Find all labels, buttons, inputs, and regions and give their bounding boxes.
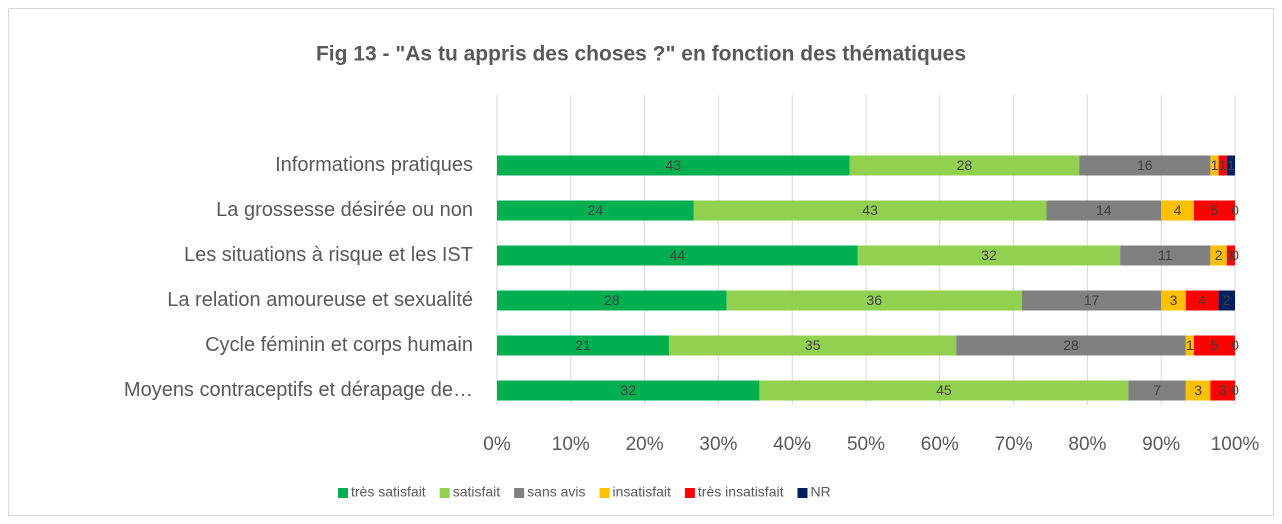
legend-swatch (439, 488, 450, 498)
bar-segment (1218, 290, 1235, 311)
bar-segment (726, 290, 1022, 311)
data-label: 5 (1211, 337, 1219, 353)
data-label: 43 (666, 157, 682, 173)
legend-swatch (599, 488, 610, 498)
bar-segment (849, 155, 1080, 176)
data-label: 28 (1063, 337, 1079, 353)
data-label: 32 (981, 247, 997, 263)
bar-segment (1218, 155, 1227, 176)
bar-segment (497, 290, 727, 311)
x-tick-label: 70% (995, 434, 1033, 455)
bar-segment (1161, 200, 1194, 221)
data-label: 3 (1194, 382, 1202, 398)
legend-label: NR (810, 484, 830, 500)
bar-segment (1021, 290, 1162, 311)
x-tick-label: 20% (626, 434, 664, 455)
data-label: 16 (1137, 157, 1153, 173)
data-label: 7 (1153, 382, 1161, 398)
bar-segment (1226, 245, 1235, 266)
bar-segment (759, 380, 1129, 401)
x-tick-label: 10% (552, 434, 590, 455)
bar-segment (1194, 200, 1235, 221)
x-tick-label: 80% (1068, 434, 1106, 455)
data-label: 1 (1227, 157, 1235, 173)
data-label: 28 (957, 157, 973, 173)
y-tick-label: Cycle féminin et corps humain (205, 334, 473, 356)
bar-segment (1210, 155, 1219, 176)
bar-segment (497, 335, 670, 356)
data-label: 32 (620, 382, 636, 398)
data-label: 0 (1231, 247, 1239, 263)
data-label: 21 (575, 337, 591, 353)
bar-segment (1226, 155, 1235, 176)
data-label: 1 (1227, 247, 1235, 263)
data-label: 14 (1096, 202, 1112, 218)
data-label: 0 (1231, 382, 1239, 398)
bar-segment (1185, 335, 1194, 356)
legend-label: sans avis (527, 484, 585, 500)
legend-label: très insatisfait (698, 484, 784, 500)
legend-label: satisfait (453, 484, 501, 500)
chart-title: Fig 13 - "As tu appris des choses ?" en … (316, 43, 966, 66)
bar-segment (857, 245, 1121, 266)
bar-segment (497, 155, 850, 176)
data-label: 17 (1084, 292, 1100, 308)
legend-swatch (338, 488, 348, 498)
bar-segment (497, 380, 760, 401)
x-tick-label: 100% (1211, 434, 1260, 455)
bar-segment (1120, 245, 1211, 266)
data-label: 1 (1219, 157, 1227, 173)
data-label: 2 (1215, 247, 1223, 263)
data-label: 3 (1219, 382, 1227, 398)
bar-segment (1185, 290, 1219, 311)
x-tick-label: 90% (1142, 434, 1180, 455)
data-label: 44 (670, 247, 686, 263)
data-label: 4 (1174, 202, 1182, 218)
y-tick-label: Informations pratiques (275, 154, 473, 176)
x-tick-label: 60% (921, 434, 959, 455)
data-label: 36 (866, 292, 882, 308)
bar-segment (1194, 335, 1235, 356)
x-tick-label: 30% (699, 434, 737, 455)
legend-swatch (514, 488, 525, 498)
data-label: 0 (1231, 202, 1239, 218)
data-label: 1 (1211, 157, 1219, 173)
data-label: 2 (1223, 292, 1231, 308)
bar-segment (669, 335, 957, 356)
data-label: 5 (1211, 202, 1219, 218)
bar-segment (497, 245, 858, 266)
bar-segment (956, 335, 1186, 356)
data-label: 45 (936, 382, 952, 398)
y-tick-label: Moyens contraceptifs et dérapage de… (124, 379, 473, 401)
legend-label: très satisfait (351, 484, 426, 500)
y-tick-label: La relation amoureuse et sexualité (167, 289, 473, 311)
data-label: 0 (1231, 337, 1239, 353)
bar-segment (1210, 245, 1227, 266)
legend-swatch (684, 488, 695, 498)
legend-swatch (797, 488, 808, 498)
data-label: 35 (805, 337, 821, 353)
y-tick-label: La grossesse désirée ou non (216, 199, 473, 221)
bar-segment (1079, 155, 1211, 176)
bar-segment (1128, 380, 1186, 401)
bar-segment (1185, 380, 1211, 401)
x-tick-label: 0% (483, 434, 511, 455)
bar-segment (693, 200, 1047, 221)
bar-segment (1161, 290, 1186, 311)
data-label: 43 (862, 202, 878, 218)
x-tick-label: 50% (847, 434, 885, 455)
data-label: 11 (1158, 247, 1173, 263)
bar-segment (1046, 200, 1162, 221)
y-tick-label: Les situations à risque et les IST (184, 244, 473, 266)
data-label: 24 (588, 202, 604, 218)
bar-segment (1210, 380, 1235, 401)
legend-label: insatisfait (613, 484, 671, 500)
bar-segment (497, 200, 694, 221)
data-label: 4 (1198, 292, 1206, 308)
data-label: 1 (1186, 337, 1194, 353)
data-label: 28 (604, 292, 620, 308)
x-tick-label: 40% (773, 434, 811, 455)
data-label: 3 (1170, 292, 1178, 308)
